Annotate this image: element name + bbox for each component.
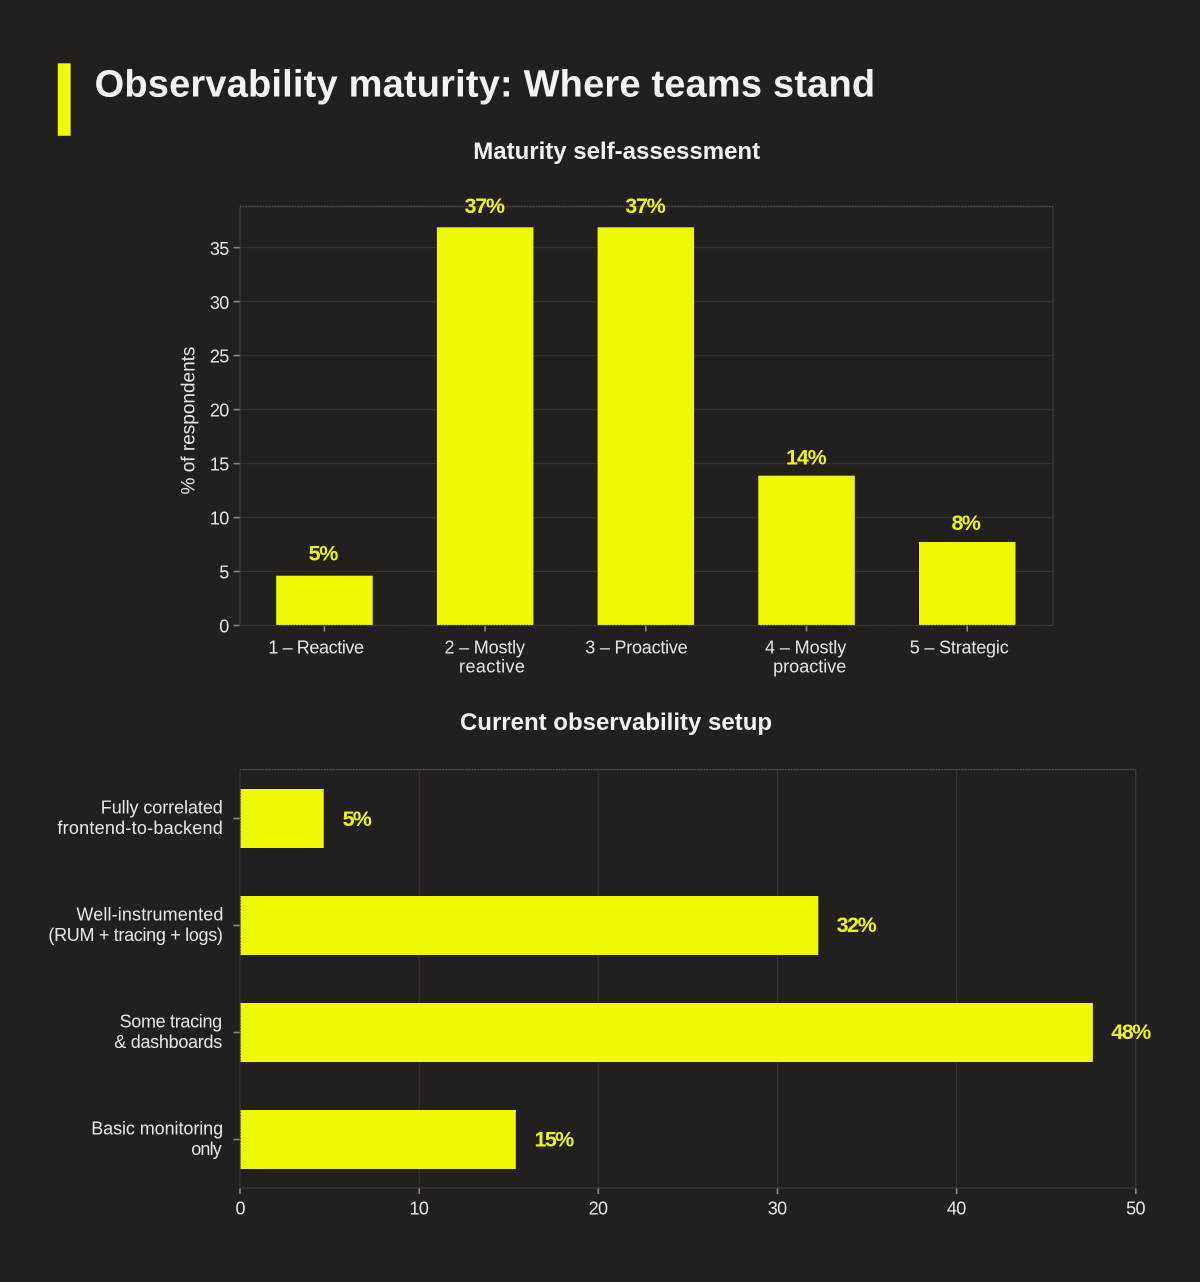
svg-text:20: 20 [589,1199,608,1219]
svg-text:30: 30 [768,1199,787,1219]
svg-text:Well-instrumented: Well-instrumented [76,904,223,924]
svg-text:Some tracing: Some tracing [120,1012,223,1032]
svg-text:reactive: reactive [459,657,525,677]
svg-text:40: 40 [947,1199,966,1219]
svg-text:only: only [191,1139,222,1159]
svg-text:% of respondents: % of respondents [179,347,200,495]
svg-text:25: 25 [210,347,229,367]
svg-text:37%: 37% [625,194,666,218]
svg-text:14%: 14% [786,445,827,469]
svg-text:0: 0 [235,1199,245,1219]
svg-text:5: 5 [219,563,229,583]
svg-text:15: 15 [210,455,229,475]
svg-text:0: 0 [219,617,229,637]
svg-text:1 – Reactive: 1 – Reactive [268,638,364,658]
svg-text:48%: 48% [1111,1020,1151,1044]
svg-text:37%: 37% [465,194,506,218]
svg-text:frontend-to-backend: frontend-to-backend [57,818,222,838]
svg-text:Basic monitoring: Basic monitoring [91,1119,223,1139]
svg-text:20: 20 [210,401,229,421]
svg-text:32%: 32% [837,913,877,937]
svg-text:Fully correlated: Fully correlated [101,798,223,818]
svg-text:15%: 15% [535,1127,575,1151]
svg-text:5 – Strategic: 5 – Strategic [910,638,1009,658]
svg-text:proactive: proactive [773,657,846,677]
svg-text:5%: 5% [343,807,372,831]
svg-text:(RUM + tracing + logs): (RUM + tracing + logs) [48,925,223,945]
svg-text:Current observability setup: Current observability setup [460,709,772,736]
svg-text:30: 30 [210,293,229,313]
svg-text:Maturity self-assessment: Maturity self-assessment [473,138,760,165]
svg-text:& dashboards: & dashboards [114,1032,222,1052]
svg-text:10: 10 [410,1199,429,1219]
svg-text:3 – Proactive: 3 – Proactive [585,638,687,658]
svg-text:8%: 8% [952,511,981,535]
svg-text:50: 50 [1126,1199,1145,1219]
svg-text:35: 35 [210,239,229,259]
svg-text:5%: 5% [309,542,339,566]
svg-text:10: 10 [210,509,229,529]
svg-text:2 – Mostly: 2 – Mostly [444,638,525,658]
svg-text:Observability maturity: Where: Observability maturity: Where teams stan… [95,63,876,105]
svg-text:4 – Mostly: 4 – Mostly [765,638,846,658]
